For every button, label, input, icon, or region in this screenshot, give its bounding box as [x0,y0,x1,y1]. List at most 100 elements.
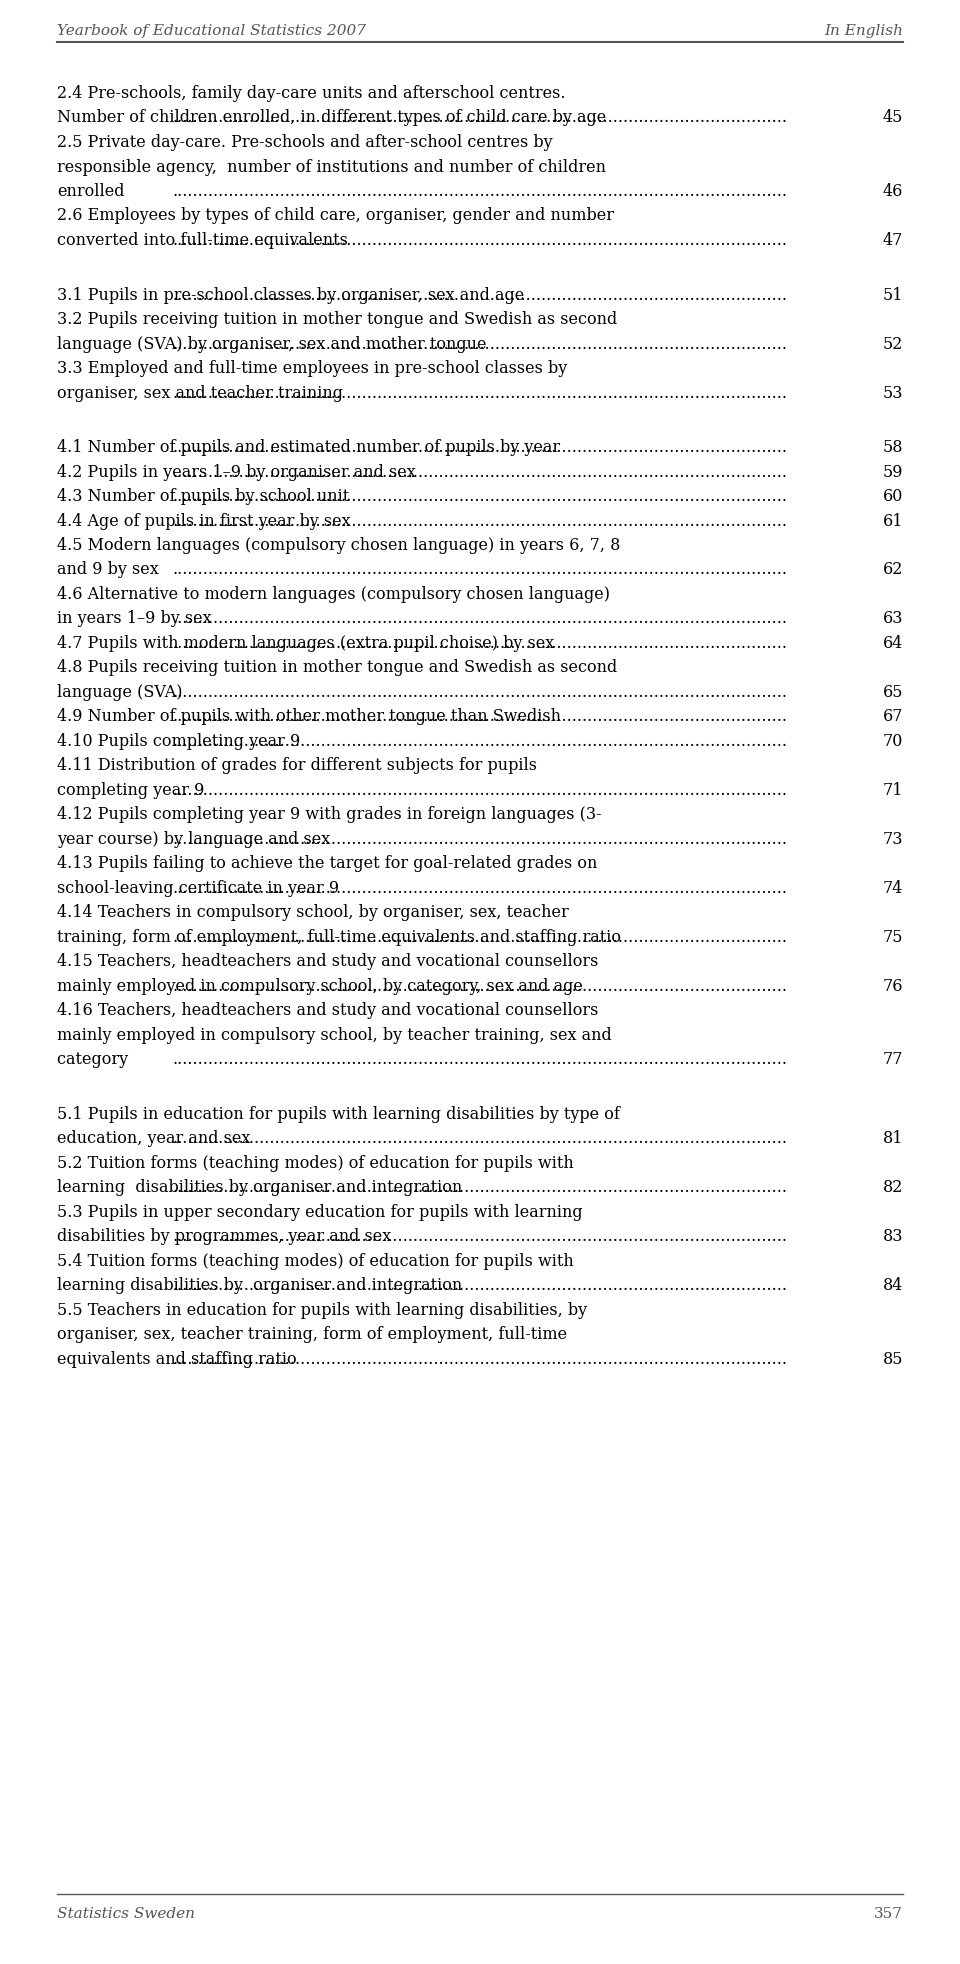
Text: ................................................................................: ........................................… [173,1351,787,1367]
Text: 64: 64 [882,634,903,652]
Text: language (SVA) by organiser, sex and mother tongue: language (SVA) by organiser, sex and mot… [57,336,487,352]
Text: ................................................................................: ........................................… [173,880,787,896]
Text: ................................................................................: ........................................… [173,634,787,652]
Text: ................................................................................: ........................................… [173,929,787,945]
Text: 5.2 Tuition forms (teaching modes) of education for pupils with: 5.2 Tuition forms (teaching modes) of ed… [57,1155,574,1171]
Text: enrolled: enrolled [57,183,125,200]
Text: 60: 60 [882,487,903,505]
Text: ................................................................................: ........................................… [173,782,787,799]
Text: ................................................................................: ........................................… [173,336,787,352]
Text: learning disabilities by  organiser and integration: learning disabilities by organiser and i… [57,1277,468,1294]
Text: ................................................................................: ........................................… [173,978,787,994]
Text: 4.13 Pupils failing to achieve the target for goal-related grades on: 4.13 Pupils failing to achieve the targe… [57,854,597,872]
Text: 45: 45 [882,110,903,126]
Text: ................................................................................: ........................................… [173,1178,787,1196]
Text: 4.12 Pupils completing year 9 with grades in foreign languages (3-: 4.12 Pupils completing year 9 with grade… [57,805,602,823]
Text: organiser, sex and teacher training: organiser, sex and teacher training [57,385,348,401]
Text: 84: 84 [882,1277,903,1294]
Text: 5.4 Tuition forms (teaching modes) of education for pupils with: 5.4 Tuition forms (teaching modes) of ed… [57,1253,574,1269]
Text: 2.6 Employees by types of child care, organiser, gender and number: 2.6 Employees by types of child care, or… [57,208,614,224]
Text: 75: 75 [882,929,903,945]
Text: 3.2 Pupils receiving tuition in mother tongue and Swedish as second: 3.2 Pupils receiving tuition in mother t… [57,310,617,328]
Text: 4.14 Teachers in compulsory school, by organiser, sex, teacher: 4.14 Teachers in compulsory school, by o… [57,903,568,921]
Text: organiser, sex, teacher training, form of employment, full-time: organiser, sex, teacher training, form o… [57,1326,567,1343]
Text: 74: 74 [882,880,903,896]
Text: Number of children enrolled, in different types of child care by age: Number of children enrolled, in differen… [57,110,607,126]
Text: 4.5 Modern languages (compulsory chosen language) in years 6, 7, 8: 4.5 Modern languages (compulsory chosen … [57,536,620,554]
Text: 53: 53 [882,385,903,401]
Text: converted into full-time equivalents: converted into full-time equivalents [57,232,348,249]
Text: 62: 62 [882,562,903,577]
Text: Yearbook of Educational Statistics 2007: Yearbook of Educational Statistics 2007 [57,24,366,37]
Text: mainly employed in compulsory school, by category, sex and age: mainly employed in compulsory school, by… [57,978,588,994]
Text: training, form of employment, full-time equivalents and staffing ratio: training, form of employment, full-time … [57,929,626,945]
Text: ................................................................................: ........................................… [173,562,787,577]
Text: 47: 47 [882,232,903,249]
Text: 5.3 Pupils in upper secondary education for pupils with learning: 5.3 Pupils in upper secondary education … [57,1204,583,1220]
Text: and 9 by sex: and 9 by sex [57,562,164,577]
Text: In English: In English [824,24,903,37]
Text: 4.16 Teachers, headteachers and study and vocational counsellors: 4.16 Teachers, headteachers and study an… [57,1002,598,1019]
Text: 70: 70 [882,733,903,750]
Text: 51: 51 [882,287,903,302]
Text: 3.3 Employed and full-time employees in pre-school classes by: 3.3 Employed and full-time employees in … [57,359,567,377]
Text: 357: 357 [875,1905,903,1921]
Text: disabilities by programmes, year and sex: disabilities by programmes, year and sex [57,1228,396,1245]
Text: ................................................................................: ........................................… [173,110,787,126]
Text: 71: 71 [882,782,903,799]
Text: ................................................................................: ........................................… [173,733,787,750]
Text: ................................................................................: ........................................… [173,1228,787,1245]
Text: ................................................................................: ........................................… [173,464,787,481]
Text: completing year 9: completing year 9 [57,782,204,799]
Text: learning  disabilities by organiser and integration: learning disabilities by organiser and i… [57,1178,468,1196]
Text: 63: 63 [882,611,903,627]
Text: 4.11 Distribution of grades for different subjects for pupils: 4.11 Distribution of grades for differen… [57,756,537,774]
Text: Statistics Sweden: Statistics Sweden [57,1905,195,1921]
Text: 85: 85 [882,1351,903,1367]
Text: ................................................................................: ........................................… [173,1129,787,1147]
Text: 4.10 Pupils completing year 9: 4.10 Pupils completing year 9 [57,733,305,750]
Text: 58: 58 [882,438,903,456]
Text: ................................................................................: ........................................… [173,1277,787,1294]
Text: school-leaving certificate in year 9: school-leaving certificate in year 9 [57,880,345,896]
Text: 4.1 Number of pupils and estimated number of pupils by year: 4.1 Number of pupils and estimated numbe… [57,438,560,456]
Text: 81: 81 [882,1129,903,1147]
Text: 4.8 Pupils receiving tuition in mother tongue and Swedish as second: 4.8 Pupils receiving tuition in mother t… [57,660,617,676]
Text: 67: 67 [882,709,903,725]
Text: 4.6 Alternative to modern languages (compulsory chosen language): 4.6 Alternative to modern languages (com… [57,585,610,603]
Text: 83: 83 [882,1228,903,1245]
Text: 3.1 Pupils in pre-school classes by organiser, sex and age: 3.1 Pupils in pre-school classes by orga… [57,287,529,302]
Text: 77: 77 [882,1051,903,1068]
Text: 4.3 Number of pupils by school unit: 4.3 Number of pupils by school unit [57,487,349,505]
Text: 76: 76 [882,978,903,994]
Text: ................................................................................: ........................................… [173,385,787,401]
Text: 73: 73 [882,831,903,848]
Text: 4.15 Teachers, headteachers and study and vocational counsellors: 4.15 Teachers, headteachers and study an… [57,953,598,970]
Text: ................................................................................: ........................................… [173,513,787,528]
Text: in years 1–9 by sex: in years 1–9 by sex [57,611,211,627]
Text: 52: 52 [882,336,903,352]
Text: 61: 61 [882,513,903,528]
Text: 4.4 Age of pupils in first year by sex: 4.4 Age of pupils in first year by sex [57,513,350,528]
Text: ................................................................................: ........................................… [173,287,787,302]
Text: 4.7 Pupils with modern languages (extra pupil choise) by sex: 4.7 Pupils with modern languages (extra … [57,634,554,652]
Text: mainly employed in compulsory school, by teacher training, sex and: mainly employed in compulsory school, by… [57,1027,612,1043]
Text: 2.4 Pre-schools, family day-care units and afterschool centres.: 2.4 Pre-schools, family day-care units a… [57,84,565,102]
Text: equivalents and staffing ratio: equivalents and staffing ratio [57,1351,301,1367]
Text: 2.5 Private day-care. Pre-schools and after-school centres by: 2.5 Private day-care. Pre-schools and af… [57,134,553,151]
Text: ................................................................................: ........................................… [173,183,787,200]
Text: ................................................................................: ........................................… [173,611,787,627]
Text: ................................................................................: ........................................… [173,709,787,725]
Text: ................................................................................: ........................................… [173,438,787,456]
Text: responsible agency,  number of institutions and number of children: responsible agency, number of institutio… [57,159,606,175]
Text: education, year and sex: education, year and sex [57,1129,251,1147]
Text: ................................................................................: ........................................… [173,1051,787,1068]
Text: 5.1 Pupils in education for pupils with learning disabilities by type of: 5.1 Pupils in education for pupils with … [57,1106,620,1123]
Text: 4.2 Pupils in years 1–9 by organiser and sex: 4.2 Pupils in years 1–9 by organiser and… [57,464,416,481]
Text: ................................................................................: ........................................… [173,487,787,505]
Text: ................................................................................: ........................................… [173,232,787,249]
Text: ................................................................................: ........................................… [173,831,787,848]
Text: year course) by language and sex: year course) by language and sex [57,831,330,848]
Text: category: category [57,1051,133,1068]
Text: 82: 82 [882,1178,903,1196]
